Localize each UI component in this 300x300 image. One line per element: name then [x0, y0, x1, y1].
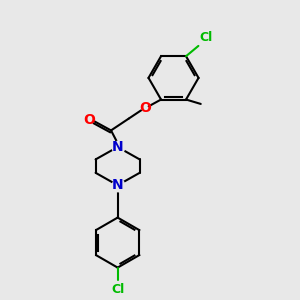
Text: N: N — [112, 178, 124, 192]
Text: Cl: Cl — [200, 31, 213, 44]
Text: N: N — [112, 140, 124, 154]
Text: O: O — [139, 101, 151, 115]
Text: Cl: Cl — [111, 283, 124, 296]
Text: O: O — [84, 112, 95, 127]
